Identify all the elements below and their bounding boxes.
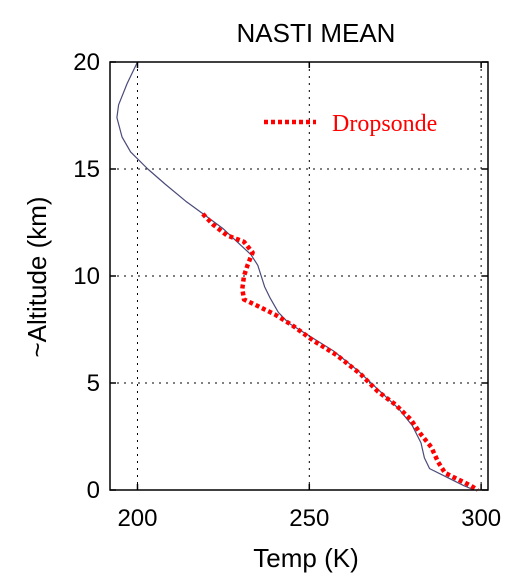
y-tick-label: 15 — [73, 156, 100, 183]
y-axis-label: ~Altitude (km) — [22, 196, 52, 357]
x-tick-label: 300 — [461, 505, 501, 532]
plot-lines — [116, 61, 479, 492]
y-tick-label: 0 — [87, 477, 100, 504]
x-tick-label: 250 — [289, 505, 329, 532]
chart-title: NASTI MEAN — [237, 18, 396, 48]
dropsonde-series-line — [201, 212, 479, 492]
nasti-mean-series-line — [116, 61, 475, 491]
y-tick-label: 20 — [73, 49, 100, 76]
y-tick-label: 10 — [73, 263, 100, 290]
ticks: 200 250 300 0 5 10 15 20 — [73, 49, 501, 532]
x-axis-label: Temp (K) — [253, 543, 358, 573]
y-tick-label: 5 — [87, 370, 100, 397]
legend: Dropsonde — [264, 111, 437, 137]
legend-label: Dropsonde — [332, 111, 437, 137]
x-tick-label: 200 — [117, 505, 157, 532]
